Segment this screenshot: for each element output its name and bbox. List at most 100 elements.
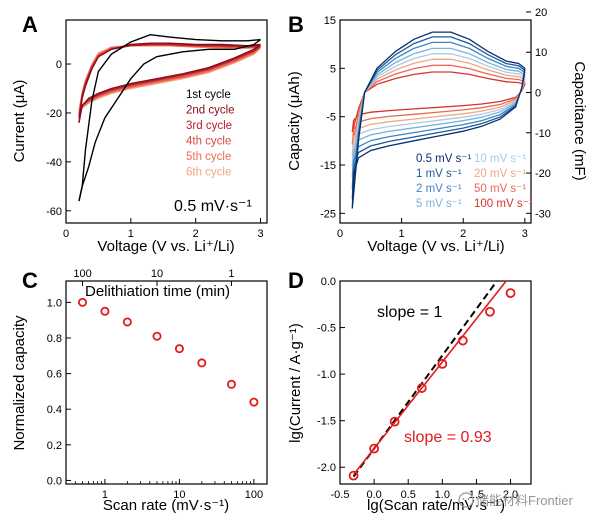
panel-a-xlabel: Voltage (V vs. Li⁺/Li)	[97, 238, 234, 255]
panel-d-ytick-label: -2.0	[317, 462, 336, 474]
panel-d-xtick-label: 1.0	[435, 489, 450, 501]
panel-b-legend-entry: 20 mV s⁻¹	[474, 168, 526, 180]
panel-d-xlabel: lg(Scan rate/mV·s⁻¹)	[367, 497, 505, 514]
panel-d-point	[416, 383, 427, 393]
panel-d-ytick-label: -0.5	[317, 323, 336, 335]
panel-b-ytick-label: 15	[324, 15, 336, 27]
panel-b-series-1	[351, 31, 526, 209]
panel-d-points	[348, 288, 516, 481]
panel-b-legend-entry: 50 mV s⁻¹	[474, 183, 526, 195]
panel-a-xtick-label: 3	[257, 228, 263, 240]
panel-c-xtick-label: 100	[245, 489, 263, 501]
panel-c-x2tick-label: 100	[73, 268, 91, 280]
wechat-logo-icon	[458, 492, 474, 508]
panel-d: D -0.5 0.0 0.5 1.0 1.5 2.0 -2.0-1.5-1.0-0.50.…	[287, 268, 532, 514]
panel-a-label: A	[22, 12, 38, 37]
panel-d-reference-line	[352, 280, 498, 478]
panel-d-point	[437, 358, 448, 369]
panel-b-ytick-label: -5	[326, 112, 336, 124]
panel-b-legend-entry: 2 mV s⁻¹	[416, 183, 462, 195]
panel-b-legend-entry: 1 mV s⁻¹	[416, 168, 462, 180]
panel-b-y2tick-label: 0	[535, 88, 541, 100]
panel-b-xtick-label: 0	[337, 228, 343, 240]
panel-b-label: B	[288, 12, 304, 37]
panel-c-ytick-label: 0.0	[47, 475, 62, 487]
panel-c-x2label: Delithiation time (min)	[85, 283, 230, 300]
panel-c-frame	[65, 280, 268, 485]
panel-a-series-1-forward	[78, 33, 261, 202]
panel-a-series-1-reverse	[78, 39, 261, 202]
panel-a-series-6-reverse	[78, 47, 261, 112]
watermark: 储能材料Frontier	[458, 492, 573, 508]
panel-d-ytick-label: 0.0	[321, 276, 336, 288]
panel-c-ytick-label: 0.2	[47, 440, 62, 452]
panel-a-scan-rate-annotation: 0.5 mV·s⁻¹	[174, 198, 252, 215]
panel-d-xtick-label: 0.5	[401, 489, 416, 501]
panel-d-ytick-label: -1.0	[317, 369, 336, 381]
panel-c-xtick-label: 1	[102, 489, 108, 501]
panel-c-x2tick-label: 10	[151, 268, 163, 280]
panel-b-y2tick-label: -10	[535, 128, 551, 140]
panel-d-xtick-label: 2.0	[503, 489, 518, 501]
panel-a-ytick-label: -40	[46, 157, 62, 169]
panel-d-point	[369, 443, 380, 454]
panel-b-y2label: Capacitance (mF)	[571, 61, 588, 180]
panel-d-xtick-label: 0.0	[366, 489, 381, 501]
panel-c-xlabel: Scan rate (mV·s⁻¹)	[103, 497, 229, 514]
panel-b-series-7	[351, 64, 526, 145]
panel-c-xtick-label: 10	[173, 489, 185, 501]
panel-d-point	[457, 335, 468, 346]
panel-b-ytick-label: -25	[320, 208, 336, 220]
panel-b-ylabel: Capacity (μAh)	[286, 71, 303, 171]
panel-b-y2tick-label: 20	[535, 7, 547, 19]
panel-a-ytick-label: -60	[46, 206, 62, 218]
panel-d-fit-line	[352, 280, 507, 476]
panel-a: A 0 1 2 3 -60 -40 -20 0 Voltage (V vs. Li⁺/Li)…	[11, 12, 268, 255]
panel-b-legend-entry: 10 mV s⁻¹	[474, 153, 526, 165]
panel-c-ytick-label: 1.0	[47, 297, 62, 309]
panel-a-ytick-label: -20	[46, 108, 62, 120]
panel-a-series	[78, 33, 261, 202]
panel-c-point	[174, 344, 184, 354]
panel-c-point	[78, 297, 88, 307]
panel-c-point	[249, 397, 259, 407]
panel-a-xtick-label: 1	[128, 228, 134, 240]
panel-b-legend-entry: 100 mV s⁻¹	[474, 198, 533, 210]
panel-c-point	[122, 317, 132, 327]
panel-b-xlabel: Voltage (V vs. Li⁺/Li)	[367, 238, 504, 255]
panel-a-frame	[65, 19, 268, 224]
panel-a-legend-entry: 2nd cycle	[186, 105, 235, 117]
panel-b-legend-entry: 0.5 mV s⁻¹	[416, 153, 471, 165]
panel-c-label: C	[22, 268, 38, 293]
panel-b-y2tick-label: -30	[535, 208, 551, 220]
panel-a-legend-entry: 4th cycle	[186, 136, 231, 148]
panel-a-legend-entry: 6th cycle	[186, 167, 231, 179]
panel-c-x2tick-label: 1	[228, 268, 234, 280]
panel-a-series-2-forward	[78, 42, 261, 123]
panel-d-fit-slope-label: slope = 0.93	[404, 429, 492, 446]
panel-b-legend-entry: 5 mV s⁻¹	[416, 198, 462, 210]
panel-b: B 0 1 2 3 -25 -15 -5 5 15 -30 -20 -10 0 10 20 Voltag…	[286, 7, 588, 255]
panel-c: C 1 10 100 100 10 1 0.0 0.2 0.4 0.6 0.8 1.0 Delit…	[11, 268, 268, 514]
panel-d-label: D	[288, 268, 304, 293]
panel-c-point	[100, 306, 110, 316]
panel-b-ytick-label: 5	[330, 63, 336, 75]
panel-d-lines	[352, 280, 507, 478]
panel-c-point	[152, 331, 162, 341]
panel-d-frame	[339, 280, 532, 485]
panel-d-point	[505, 288, 516, 299]
panel-c-point	[197, 358, 207, 368]
panel-a-ytick-label: 0	[56, 59, 62, 71]
panel-a-series-2-reverse	[78, 43, 261, 123]
panel-a-legend-entry: 1st cycle	[186, 89, 231, 101]
panel-c-ytick-label: 0.6	[47, 369, 62, 381]
panel-c-ylabel: Normalized capacity	[11, 315, 28, 451]
panel-d-ytick-label: -1.5	[317, 416, 336, 428]
panel-a-ylabel: Current (μA)	[11, 80, 28, 163]
panel-d-ylabel: lg(Current / A·g⁻¹)	[287, 323, 304, 443]
panel-a-xtick-label: 0	[63, 228, 69, 240]
panel-a-legend-entry: 3rd cycle	[186, 120, 232, 132]
panel-a-xtick-label: 2	[193, 228, 199, 240]
panel-a-legend-entry: 5th cycle	[186, 151, 231, 163]
